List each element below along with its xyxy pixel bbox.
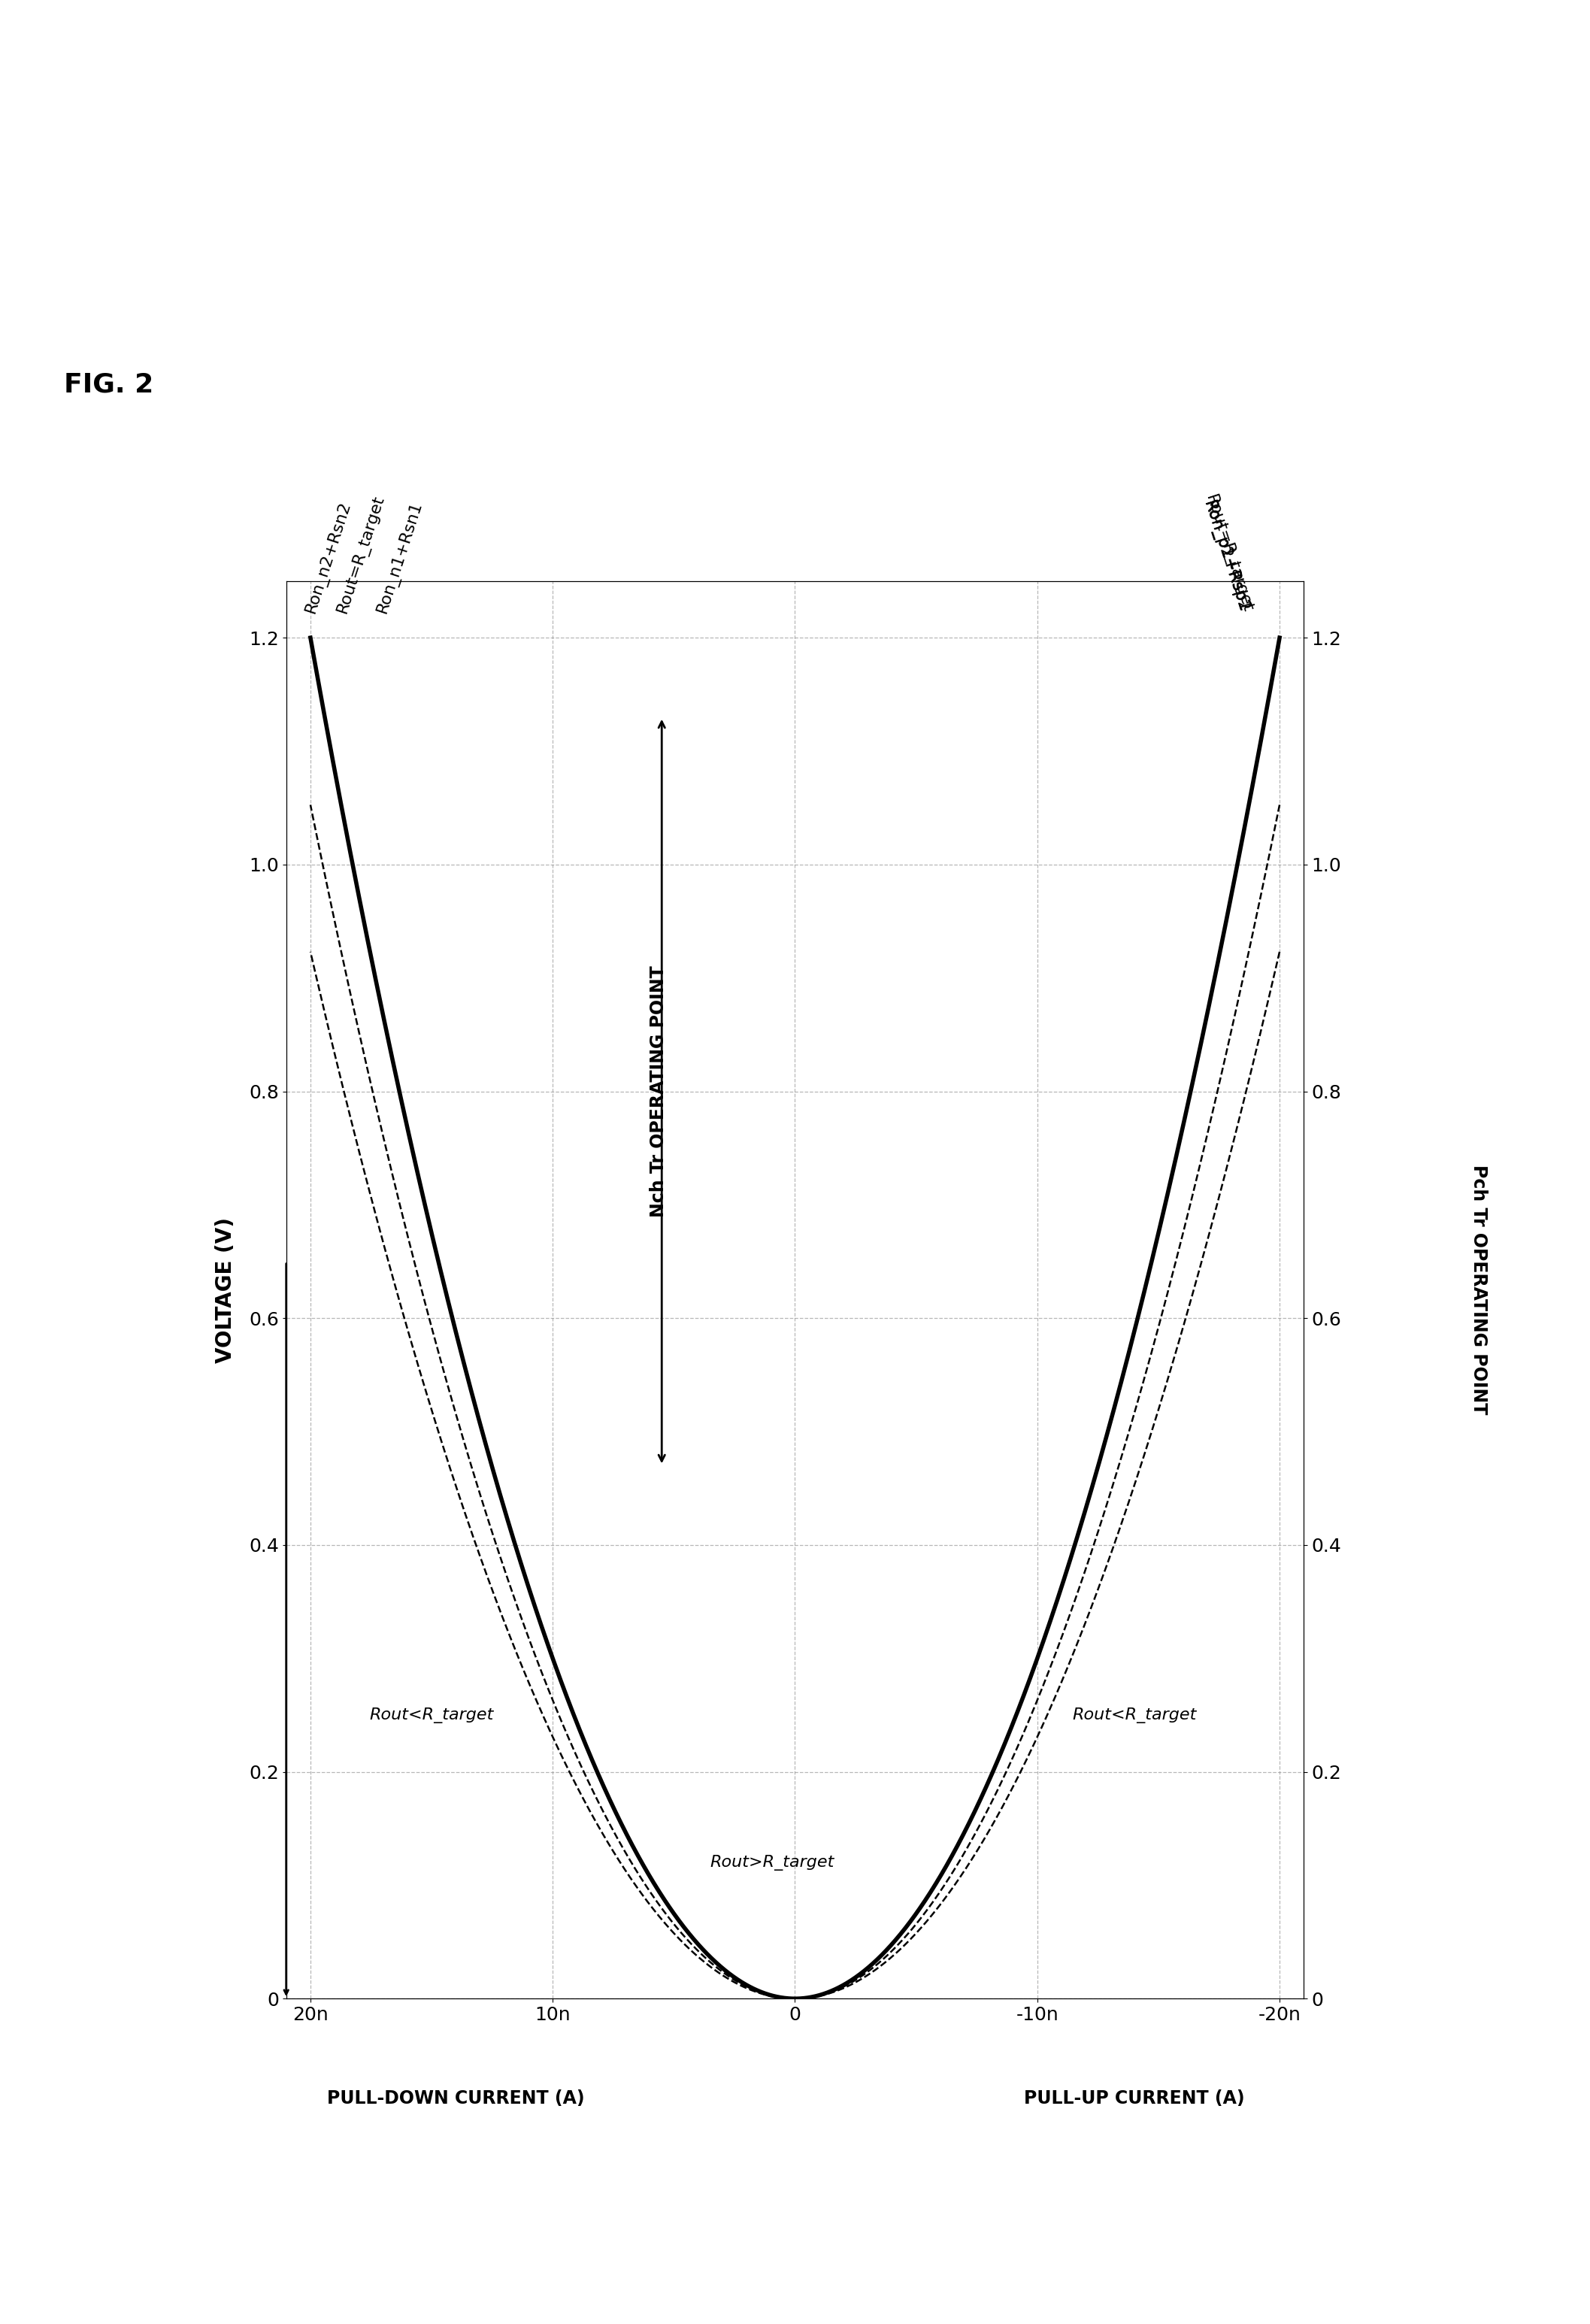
Text: Ron_p2+Rsp2: Ron_p2+Rsp2	[1199, 500, 1251, 616]
Text: Ron_n1+Rsn1: Ron_n1+Rsn1	[375, 500, 426, 616]
Text: Rout<R_target: Rout<R_target	[369, 1708, 494, 1722]
Text: Rout<R_target: Rout<R_target	[1072, 1708, 1196, 1722]
Text: Rout=R_target: Rout=R_target	[1202, 493, 1256, 616]
Text: FIG. 2: FIG. 2	[64, 372, 153, 397]
Text: Rout=R_target: Rout=R_target	[334, 493, 388, 616]
Text: Nch Tr OPERATING POINT: Nch Tr OPERATING POINT	[650, 964, 668, 1218]
Y-axis label: VOLTAGE (V): VOLTAGE (V)	[215, 1218, 237, 1362]
Text: Rout>R_target: Rout>R_target	[711, 1855, 835, 1871]
Text: Ron_p1+Rsp1: Ron_p1+Rsp1	[1200, 500, 1251, 616]
Text: PULL-DOWN CURRENT (A): PULL-DOWN CURRENT (A)	[328, 2089, 585, 2108]
Text: Ron_n2+Rsn2: Ron_n2+Rsn2	[304, 500, 355, 616]
Text: PULL-UP CURRENT (A): PULL-UP CURRENT (A)	[1024, 2089, 1245, 2108]
Text: Pch Tr OPERATING POINT: Pch Tr OPERATING POINT	[1469, 1164, 1488, 1415]
